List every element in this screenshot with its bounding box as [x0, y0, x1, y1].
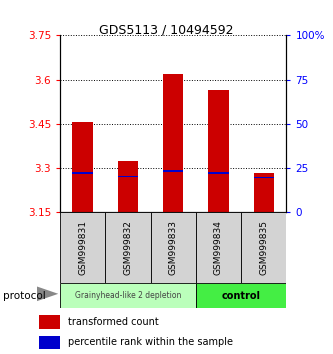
Bar — [60, 283, 196, 308]
Bar — [118, 161, 138, 212]
Bar — [208, 90, 229, 212]
Bar — [39, 315, 60, 329]
Text: GDS5113 / 10494592: GDS5113 / 10494592 — [99, 23, 234, 36]
Bar — [196, 212, 241, 283]
Bar — [72, 122, 93, 212]
Text: GSM999834: GSM999834 — [214, 220, 223, 275]
Text: percentile rank within the sample: percentile rank within the sample — [69, 337, 233, 348]
Text: protocol: protocol — [3, 291, 46, 301]
Bar — [39, 336, 60, 349]
Text: GSM999833: GSM999833 — [168, 220, 178, 275]
Text: GSM999835: GSM999835 — [259, 220, 268, 275]
Bar — [72, 172, 93, 174]
Bar — [253, 177, 274, 178]
Text: control: control — [221, 291, 261, 301]
Bar — [118, 176, 138, 177]
Bar — [60, 212, 105, 283]
Bar — [196, 283, 286, 308]
Bar — [208, 172, 229, 174]
Polygon shape — [37, 286, 58, 301]
Bar — [163, 170, 183, 172]
Text: transformed count: transformed count — [69, 317, 159, 327]
Bar — [105, 212, 151, 283]
Text: GSM999832: GSM999832 — [123, 220, 133, 275]
Bar — [241, 212, 286, 283]
Bar — [163, 74, 183, 212]
Text: Grainyhead-like 2 depletion: Grainyhead-like 2 depletion — [75, 291, 181, 300]
Bar — [151, 212, 196, 283]
Bar — [253, 172, 274, 212]
Text: GSM999831: GSM999831 — [78, 220, 87, 275]
